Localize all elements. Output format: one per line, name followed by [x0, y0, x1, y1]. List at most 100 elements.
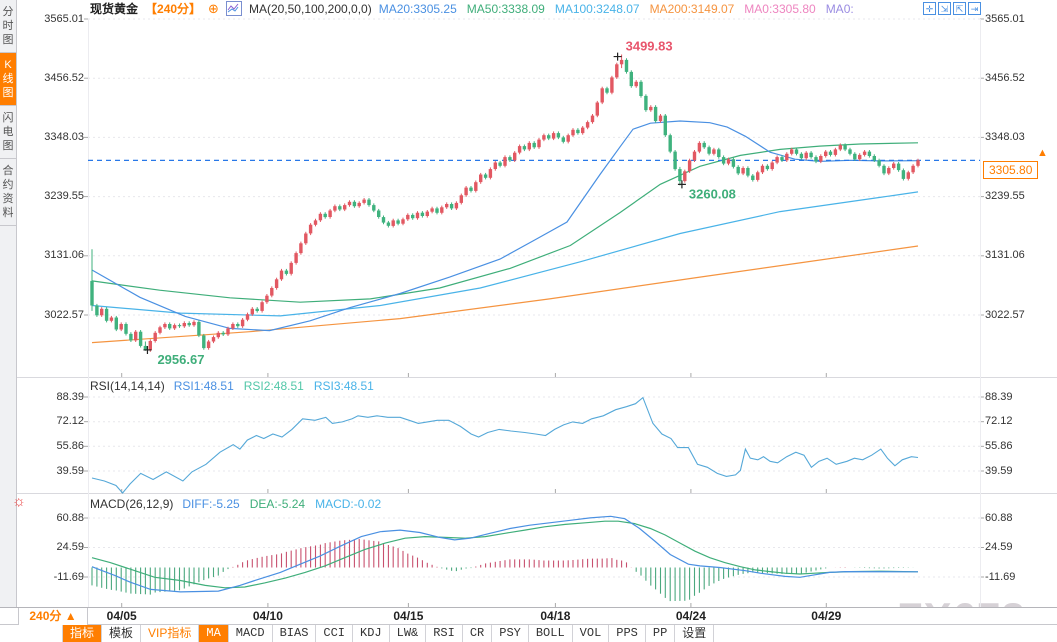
macd-diff-line [91, 515, 919, 593]
rsi-legend: RSI1:48.51 RSI2:48.51 RSI3:48.51 [174, 379, 374, 393]
toolbar-button-设置[interactable]: 设置 [675, 625, 715, 642]
axis-label: 55.86 [56, 439, 84, 452]
toolbar-button-CCI[interactable]: CCI [316, 625, 354, 642]
legend-item: RSI3:48.51 [313, 379, 374, 393]
axis-label: 60.88 [985, 511, 1013, 524]
legend-item: DEA:-5.24 [249, 497, 306, 511]
indicator-sun-icon[interactable]: ☼ [12, 493, 26, 510]
toolbar-button-VOL[interactable]: VOL [573, 625, 610, 642]
chart-header: 现货黄金 【240分】 ⊕ MA(20,50,100,200,0,0) MA20:… [90, 0, 854, 17]
toolbar-button-PPS[interactable]: PPS [609, 625, 646, 642]
macd-legend: DIFF:-5.25 DEA:-5.24 MACD:-0.02 [182, 497, 381, 511]
axis-label: 88.39 [985, 390, 1013, 403]
ma-params-label: MA(20,50,100,200,0,0) [248, 1, 372, 16]
toolbar-button-PSY[interactable]: PSY [492, 625, 529, 642]
toolbar-spacer [0, 625, 63, 642]
rsi-params-label: RSI(14,14,14) [90, 379, 165, 393]
axis-scale-icon[interactable]: ⇲ [938, 2, 951, 15]
axis-label: 72.12 [56, 415, 84, 428]
legend-item: RSI2:48.51 [243, 379, 304, 393]
ma50-line [91, 142, 919, 303]
ma-legend-item: MA50:3338.09 [466, 1, 545, 16]
axis-label: 39.59 [56, 464, 84, 477]
axis-shift-icon[interactable]: ⇱ [953, 2, 966, 15]
toolbar-button-VIP指标[interactable]: VIP指标 [141, 625, 200, 642]
ma-legend-item: MA0:3305.80 [744, 1, 816, 16]
date-label: 04/10 [252, 609, 283, 623]
date-label: 04/15 [393, 609, 424, 623]
toolbar-button-RSI[interactable]: RSI [426, 625, 463, 642]
toolbar-button-PP[interactable]: PP [646, 625, 676, 642]
ma20-line [91, 120, 919, 332]
line-chart-icon[interactable] [225, 1, 242, 16]
chart-tool-icons: ✛ ⇲ ⇱ ⇥ [923, 2, 981, 15]
ma-legend-item: MA200:3149.07 [649, 1, 735, 16]
toolbar-button-LW&[interactable]: LW& [390, 625, 427, 642]
axis-label: 24.59 [56, 541, 84, 553]
price-up-arrow-icon: ▲ [1037, 147, 1048, 160]
ma-legend-item: MA100:3248.07 [554, 1, 640, 16]
instrument-title: 现货黄金 [90, 2, 139, 16]
axis-label: 60.88 [56, 511, 84, 524]
axis-label: 3456.52 [44, 71, 84, 84]
low-price-annotation: 2956.67 [157, 352, 204, 367]
legend-item: MACD:-0.02 [315, 497, 382, 511]
date-label: 04/05 [106, 609, 137, 623]
toolbar-button-指标[interactable]: 指标 [63, 625, 103, 642]
date-label: 04/29 [811, 609, 842, 623]
axis-label: 3022.57 [985, 308, 1025, 321]
macd-params-label: MACD(26,12,9) [90, 497, 174, 511]
toolbar-button-CR[interactable]: CR [463, 625, 493, 642]
axis-label: 24.59 [985, 541, 1013, 553]
swing-low-annotation: 3260.08 [689, 186, 736, 201]
axis-label: 3239.55 [985, 190, 1025, 203]
ma-legend: MA20:3305.25 MA50:3338.09 MA100:3248.07 MA2… [379, 2, 854, 16]
time-axis-row: 240分 ▲ 04/05 04/10 04/15 04/18 04/24 04/29 [0, 607, 1057, 625]
sidebar-tab-闪电图[interactable]: 闪电图 [0, 106, 16, 159]
period-label: 【240分】 [145, 2, 202, 16]
indicator-toolbar: 指标 模板 VIP指标 MA MACD BIAS CCI KDJ LW& RSI CR PSY BOLL… [0, 625, 1057, 642]
toolbar-button-MACD[interactable]: MACD [229, 625, 273, 642]
ma200-line [91, 245, 919, 344]
ma100-line [91, 191, 919, 317]
date-label: 04/18 [540, 609, 571, 623]
toolbar-button-BIAS[interactable]: BIAS [273, 625, 317, 642]
axis-label: 3456.52 [985, 71, 1025, 84]
axis-label: 39.59 [985, 464, 1013, 477]
axis-label: 88.39 [56, 390, 84, 403]
axis-label: 3131.06 [44, 249, 84, 262]
axis-label: 3022.57 [44, 308, 84, 321]
macd-dea-line [91, 520, 919, 589]
macd-histogram [91, 538, 914, 602]
candlestick-series[interactable] [90, 54, 920, 352]
ma-legend-item: MA0: [825, 1, 854, 16]
current-price-tag: 3305.80 [983, 161, 1039, 180]
rsi-panel-header: RSI(14,14,14) RSI1:48.51 RSI2:48.51 RSI3:4… [90, 379, 374, 393]
toolbar-button-BOLL[interactable]: BOLL [529, 625, 573, 642]
axis-label: 3239.55 [44, 190, 84, 203]
date-label: 04/24 [675, 609, 706, 623]
sidebar-tab-分时图[interactable]: 分时图 [0, 0, 16, 53]
exit-right-icon[interactable]: ⇥ [968, 2, 981, 15]
period-selector[interactable]: 240分 ▲ [18, 608, 88, 625]
sidebar-tab-合约资料[interactable]: 合约资料 [0, 159, 16, 226]
legend-item: RSI1:48.51 [173, 379, 234, 393]
toolbar-button-模板[interactable]: 模板 [102, 625, 142, 642]
axis-label: 3131.06 [985, 249, 1025, 262]
legend-item: DIFF:-5.25 [182, 497, 240, 511]
toolbar-button-MA[interactable]: MA [199, 625, 229, 642]
ma-legend-item: MA20:3305.25 [378, 1, 457, 16]
axis-label: 55.86 [985, 439, 1013, 452]
axis-label: 3348.03 [985, 130, 1025, 143]
pan-icon[interactable]: ✛ [923, 2, 936, 15]
high-price-annotation: 3499.83 [626, 39, 673, 54]
axis-label: 3565.01 [44, 12, 84, 25]
add-indicator-icon[interactable]: ⊕ [208, 0, 219, 16]
axis-label: 3348.03 [44, 130, 84, 143]
axis-label: 3565.01 [985, 12, 1025, 25]
toolbar-button-KDJ[interactable]: KDJ [353, 625, 390, 642]
